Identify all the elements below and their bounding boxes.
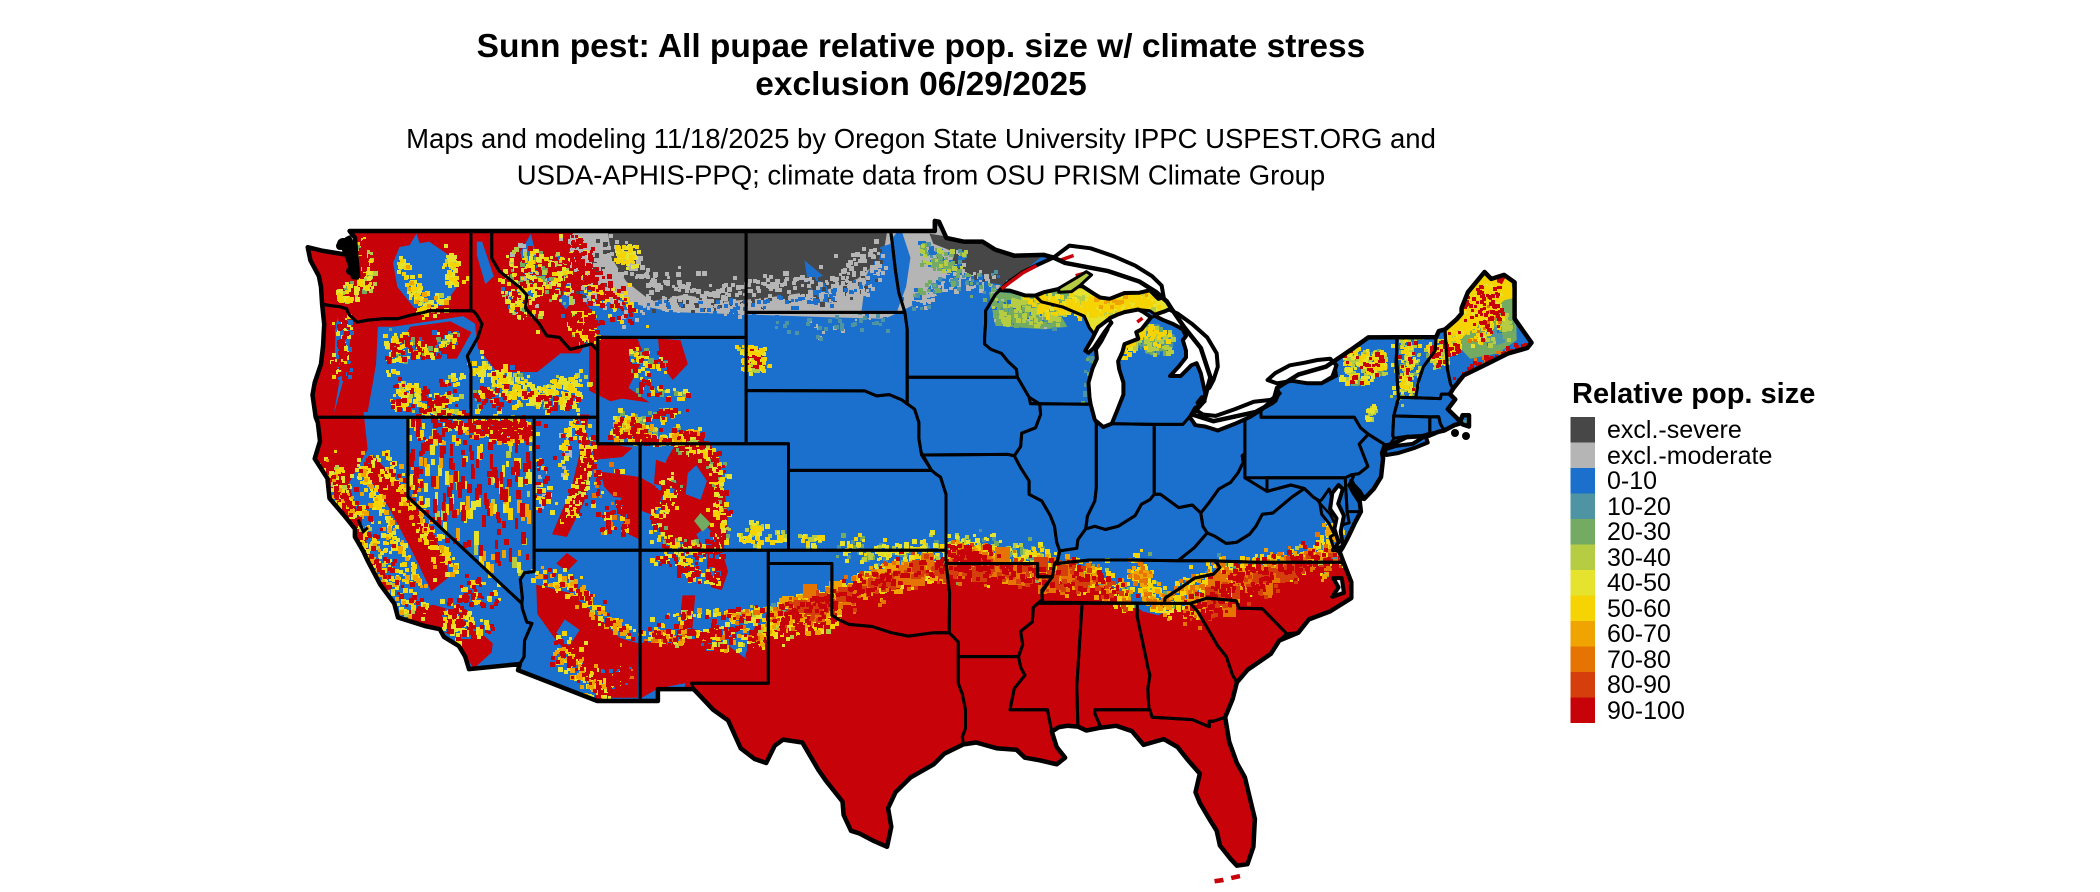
svg-text:60-70: 60-70 <box>1607 620 1671 648</box>
svg-text:Relative pop. size: Relative pop. size <box>1572 378 1815 410</box>
svg-text:50-60: 50-60 <box>1607 595 1671 623</box>
svg-text:excl.-moderate: excl.-moderate <box>1607 442 1772 470</box>
svg-text:0-10: 0-10 <box>1607 467 1657 495</box>
svg-text:70-80: 70-80 <box>1607 646 1671 674</box>
svg-text:USDA-APHIS-PPQ; climate data f: USDA-APHIS-PPQ; climate data from OSU PR… <box>517 160 1325 191</box>
svg-text:exclusion 06/29/2025: exclusion 06/29/2025 <box>755 66 1087 103</box>
svg-text:40-50: 40-50 <box>1607 569 1671 597</box>
svg-text:10-20: 10-20 <box>1607 493 1671 521</box>
svg-text:Sunn pest: All pupae relative: Sunn pest: All pupae relative pop. size … <box>477 28 1366 65</box>
svg-text:Maps and modeling 11/18/2025 b: Maps and modeling 11/18/2025 by Oregon S… <box>406 123 1436 154</box>
svg-text:30-40: 30-40 <box>1607 544 1671 572</box>
svg-text:80-90: 80-90 <box>1607 671 1671 699</box>
svg-text:90-100: 90-100 <box>1607 697 1685 725</box>
svg-text:excl.-severe: excl.-severe <box>1607 416 1742 444</box>
svg-text:20-30: 20-30 <box>1607 518 1671 546</box>
